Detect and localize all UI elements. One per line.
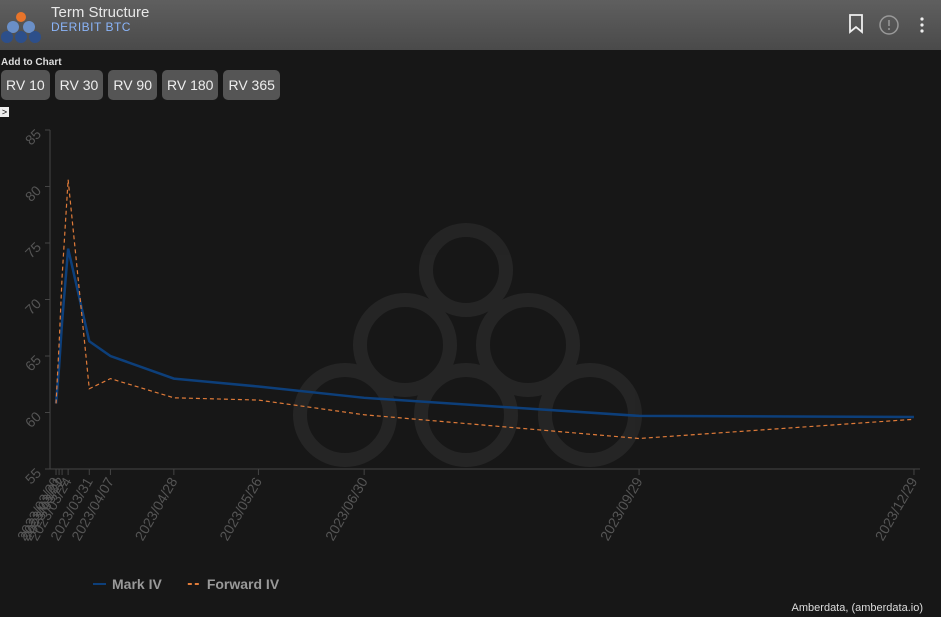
header: Term Structure DERIBIT BTC [0, 0, 941, 50]
credit: Amberdata, (amberdata.io) [791, 602, 923, 614]
y-tick-label: 80 [22, 182, 44, 204]
title: Term Structure [51, 4, 150, 21]
rv-button[interactable]: RV 90 [108, 70, 158, 100]
y-tick-label: 60 [22, 408, 44, 430]
watermark [293, 223, 642, 467]
toggle[interactable]: > [0, 107, 9, 117]
series-line [54, 248, 914, 419]
logo [1, 12, 41, 43]
y-tick-label: 55 [22, 465, 44, 487]
x-tick-label: 2023/04/28 [132, 474, 181, 543]
y-tick-label: 85 [22, 126, 44, 148]
toolbar-label: Add to Chart [1, 57, 62, 68]
y-tick-label: 75 [22, 239, 44, 261]
legend-label: Forward IV [207, 576, 280, 592]
x-tick-label: 2023/06/30 [322, 474, 371, 543]
x-tick-label: 2023/12/29 [872, 474, 921, 543]
header-icons[interactable] [845, 11, 935, 41]
rv-button[interactable]: RV 365 [223, 70, 280, 100]
rv-button[interactable]: RV 180 [162, 70, 219, 100]
x-tick-label: 2023/09/29 [597, 474, 646, 543]
chart: 556065707580852023/03/202023/03/212023/0… [14, 126, 921, 592]
rv-button[interactable]: RV 30 [54, 70, 104, 100]
subtitle: DERIBIT BTC [51, 20, 131, 34]
y-tick-label: 70 [22, 295, 44, 317]
button-group: RV 10 RV 30 RV 90 RV 180 RV 365 [1, 70, 280, 100]
x-tick-label: 2023/05/26 [216, 474, 265, 543]
series-line [55, 179, 914, 440]
legend-label: Mark IV [112, 576, 162, 592]
y-tick-label: 65 [22, 352, 44, 374]
rv-button[interactable]: RV 10 [1, 70, 50, 100]
